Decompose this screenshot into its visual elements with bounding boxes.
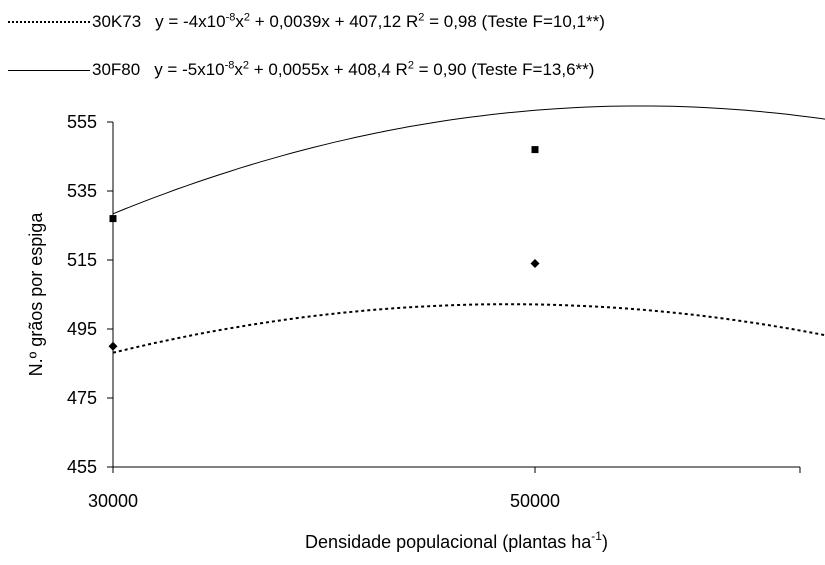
x-tick-label: 30000 — [88, 491, 138, 511]
y-tick-label: 515 — [67, 250, 97, 270]
x-axis-title: Densidade populacional (plantas ha-1) — [305, 529, 608, 552]
data-point-square — [109, 215, 117, 223]
data-point-diamond — [108, 341, 118, 351]
data-point-diamond — [530, 258, 540, 268]
y-tick-label: 455 — [67, 457, 97, 477]
x-tick-label: 50000 — [510, 491, 560, 511]
y-axis-title: N.º grãos por espiga — [26, 212, 46, 377]
legend-swatch-dotted — [8, 21, 90, 23]
y-tick-label: 475 — [67, 388, 97, 408]
legend-series-name: 30F80 — [92, 60, 141, 79]
legend-series-name: 30K73 — [92, 12, 142, 31]
legend-item-30f80: 30F80 y = -5x10-8x2 + 0,0055x + 408,4 R2… — [8, 60, 594, 80]
trend-line-30f80 — [112, 105, 825, 215]
y-tick-label: 555 — [67, 112, 97, 132]
legend-swatch-solid — [8, 69, 90, 71]
y-tick-label: 535 — [67, 181, 97, 201]
y-tick-label: 495 — [67, 319, 97, 339]
data-point-square — [531, 146, 539, 154]
trend-line-30k73 — [112, 303, 825, 354]
legend-equation: y = -4x10-8x2 + 0,0039x + 407,12 R2 = 0,… — [155, 11, 605, 31]
legend-equation: y = -5x10-8x2 + 0,0055x + 408,4 R2 = 0,9… — [154, 59, 595, 79]
legend-item-30k73: 30K73 y = -4x10-8x2 + 0,0039x + 407,12 R… — [8, 12, 605, 32]
